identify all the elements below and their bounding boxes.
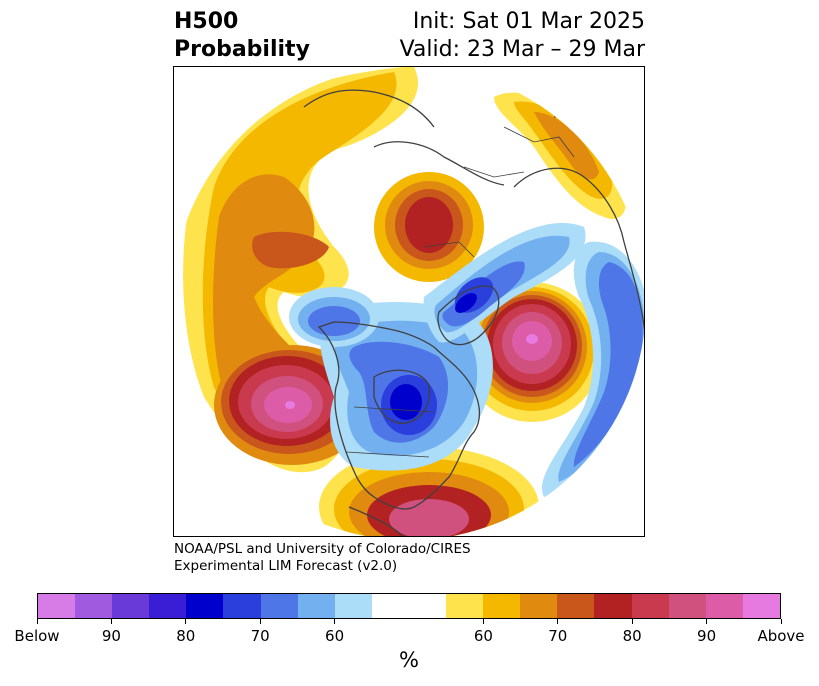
colorbar-tick-mark <box>259 619 261 624</box>
title-line-2: Probability <box>174 37 310 62</box>
title-line-1: H500 <box>174 9 239 34</box>
colorbar-tick-label: 70 <box>548 627 568 645</box>
probability-map <box>173 66 645 537</box>
valid-date: Valid: 23 Mar – 29 Mar <box>399 37 645 62</box>
colorbar-swatch <box>38 594 76 618</box>
colorbar-tick-mark <box>110 619 112 624</box>
colorbar-tick-mark <box>334 619 336 624</box>
colorbar-swatch <box>594 594 632 618</box>
colorbar-tick-label: 80 <box>622 627 642 645</box>
colorbar-tick-mark <box>631 619 633 624</box>
colorbar-tick-mark <box>780 619 782 624</box>
colorbar-swatch <box>631 594 669 618</box>
anomaly-atlantic-peak <box>526 334 538 344</box>
colorbar-tick-label: 60 <box>473 627 493 645</box>
colorbar-swatch <box>483 594 521 618</box>
anomaly-nepacific-peak <box>285 401 295 409</box>
colorbar-tick-mark <box>557 619 559 624</box>
colorbar-swatch <box>520 594 558 618</box>
colorbar-swatch <box>446 594 484 618</box>
colorbar-swatch <box>557 594 595 618</box>
colorbar-swatch <box>186 594 224 618</box>
anomaly-arctic-80 <box>455 293 477 313</box>
chart-title: H500 Probability <box>174 8 310 64</box>
colorbar-swatch <box>75 594 113 618</box>
colorbar-tick-label: 60 <box>325 627 345 645</box>
colorbar-tick-mark <box>706 619 708 624</box>
credit-line-1: NOAA/PSL and University of Colorado/CIRE… <box>174 541 471 557</box>
polar-map-svg <box>174 67 644 536</box>
colorbar-swatch <box>223 594 261 618</box>
colorbar-tick-label: 90 <box>697 627 717 645</box>
colorbar-tick-label: 80 <box>176 627 196 645</box>
anomaly-siberia-80 <box>405 197 453 253</box>
anomaly-nwpacific-70 <box>534 112 599 180</box>
colorbar-tick-mark <box>36 619 38 624</box>
colorbar-tick-label: Below <box>14 627 60 645</box>
colorbar-swatch <box>742 594 780 618</box>
anomaly-alaska-70 <box>308 306 360 336</box>
anomaly-europe-70 <box>573 262 643 467</box>
colorbar-swatch <box>371 594 409 618</box>
colorbar-unit-label: % <box>399 648 419 672</box>
colorbar <box>37 593 781 619</box>
colorbar-tick-mark <box>482 619 484 624</box>
colorbar-swatch <box>297 594 335 618</box>
colorbar-swatch <box>408 594 447 618</box>
colorbar-swatch <box>668 594 706 618</box>
credit-text: NOAA/PSL and University of Colorado/CIRE… <box>174 541 471 575</box>
forecast-dates: Init: Sat 01 Mar 2025 Valid: 23 Mar – 29… <box>400 8 645 64</box>
colorbar-tick-label: 70 <box>250 627 270 645</box>
anomaly-canada-80 <box>390 384 422 420</box>
coastlines <box>303 89 644 536</box>
colorbar-swatch <box>149 594 187 618</box>
colorbar-swatch <box>260 594 298 618</box>
colorbar-swatch <box>112 594 150 618</box>
colorbar-swatch <box>334 594 372 618</box>
anomaly-pacific-80 <box>252 231 329 269</box>
colorbar-tick-label: Above <box>757 627 805 645</box>
colorbar-tick-mark <box>185 619 187 624</box>
init-date: Init: Sat 01 Mar 2025 <box>412 9 645 34</box>
colorbar-swatch <box>705 594 743 618</box>
credit-line-2: Experimental LIM Forecast (v2.0) <box>174 558 398 574</box>
colorbar-tick-label: 90 <box>101 627 121 645</box>
